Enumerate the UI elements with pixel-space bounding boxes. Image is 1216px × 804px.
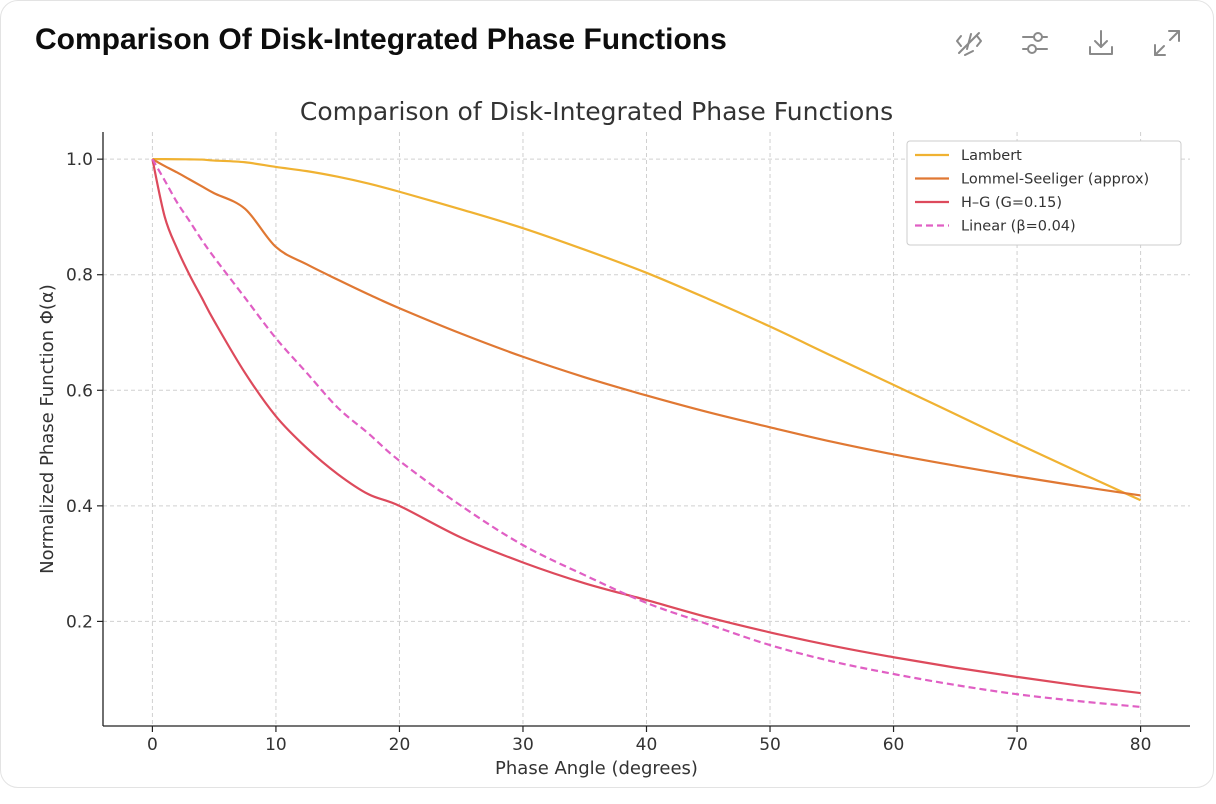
y-tick-label: 1.0 bbox=[66, 150, 93, 170]
x-tick-label: 30 bbox=[512, 735, 534, 755]
series-line-3 bbox=[151, 158, 1141, 695]
phase-function-chart: Comparison of Disk-Integrated Phase Func… bbox=[37, 97, 1190, 779]
series-line-4 bbox=[151, 158, 1141, 709]
x-tick-label: 60 bbox=[883, 735, 905, 755]
expand-button[interactable] bbox=[1147, 23, 1187, 63]
y-tick-label: 0.6 bbox=[66, 381, 93, 401]
download-icon bbox=[1089, 30, 1113, 55]
legend-box bbox=[906, 140, 1182, 246]
series-line-1 bbox=[152, 158, 1142, 502]
x-tick-label: 80 bbox=[1130, 735, 1152, 755]
x-axis-label: Phase Angle (degrees) bbox=[495, 758, 698, 779]
hide-code-icon bbox=[956, 32, 982, 56]
toolbar bbox=[949, 23, 1187, 63]
x-tick-label: 10 bbox=[265, 735, 287, 755]
download-button[interactable] bbox=[1081, 23, 1121, 63]
y-tick-label: 0.4 bbox=[66, 497, 93, 517]
settings-sliders-icon bbox=[1022, 32, 1048, 54]
y-axis-label: Normalized Phase Function Φ(α) bbox=[37, 284, 58, 574]
y-tick-label: 0.8 bbox=[66, 266, 93, 286]
legend-label: Lambert bbox=[961, 148, 1022, 164]
chart-card: Comparison Of Disk-Integrated Phase Func… bbox=[0, 0, 1214, 788]
chart-title: Comparison of Disk-Integrated Phase Func… bbox=[300, 97, 893, 126]
x-tick-label: 0 bbox=[147, 735, 158, 755]
x-tick-label: 40 bbox=[636, 735, 658, 755]
expand-icon bbox=[1154, 30, 1180, 56]
legend-label: H–G (G=0.15) bbox=[961, 195, 1062, 211]
x-tick-label: 70 bbox=[1006, 735, 1028, 755]
settings-button[interactable] bbox=[1015, 23, 1055, 63]
legend-label: Linear (β=0.04) bbox=[961, 219, 1076, 235]
series-line-2 bbox=[151, 158, 1141, 497]
legend-label: Lommel-Seeliger (approx) bbox=[961, 172, 1149, 188]
hide-code-button[interactable] bbox=[949, 23, 989, 63]
page-title: Comparison Of Disk-Integrated Phase Func… bbox=[35, 23, 727, 56]
x-tick-label: 20 bbox=[389, 735, 411, 755]
y-tick-label: 0.2 bbox=[66, 612, 93, 632]
x-tick-label: 50 bbox=[759, 735, 781, 755]
